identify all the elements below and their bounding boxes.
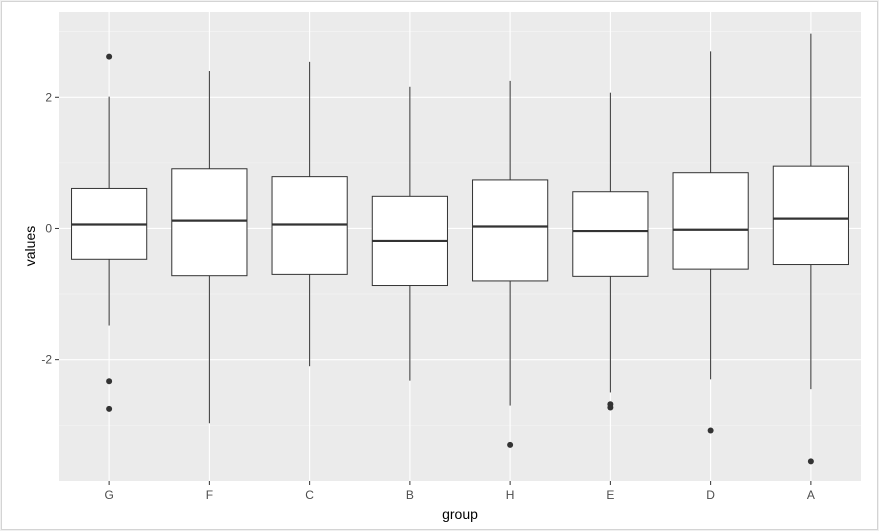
x-tick-label: C xyxy=(305,488,314,502)
x-tick-label: G xyxy=(104,488,113,502)
y-axis-title: values xyxy=(22,226,38,266)
box-group-C xyxy=(271,61,348,367)
x-tick-label: D xyxy=(706,488,715,502)
y-tick-label: -2 xyxy=(41,353,52,367)
box-group-E xyxy=(572,92,649,411)
x-tick-label: E xyxy=(606,488,614,502)
minor-grid xyxy=(59,31,861,426)
box-iqr xyxy=(772,165,849,266)
box-group-D xyxy=(672,51,749,434)
box-group-B xyxy=(371,86,448,381)
x-tick-label: B xyxy=(406,488,414,502)
box-iqr xyxy=(171,168,248,277)
outlier-point xyxy=(106,53,113,60)
box-iqr xyxy=(672,172,749,270)
x-tick-label: A xyxy=(807,488,815,502)
outlier-point xyxy=(607,404,614,411)
outlier-point xyxy=(106,405,113,412)
box-iqr xyxy=(572,191,649,277)
y-tick-label: 0 xyxy=(45,221,52,235)
x-tick-label: F xyxy=(206,488,213,502)
x-axis-title: group xyxy=(442,506,478,522)
box-group-F xyxy=(171,71,248,424)
x-tick-label: H xyxy=(506,488,515,502)
outlier-point xyxy=(507,441,514,448)
boxes-layer xyxy=(71,33,849,465)
box-group-G xyxy=(71,53,148,412)
y-axis: -2 0 2 xyxy=(41,90,59,367)
y-tick-label: 2 xyxy=(45,90,52,104)
box-group-H xyxy=(472,80,549,448)
outlier-point xyxy=(707,427,714,434)
outlier-point xyxy=(807,458,814,465)
outlier-point xyxy=(106,378,113,385)
box-group-A xyxy=(772,33,849,465)
box-iqr xyxy=(472,179,549,282)
